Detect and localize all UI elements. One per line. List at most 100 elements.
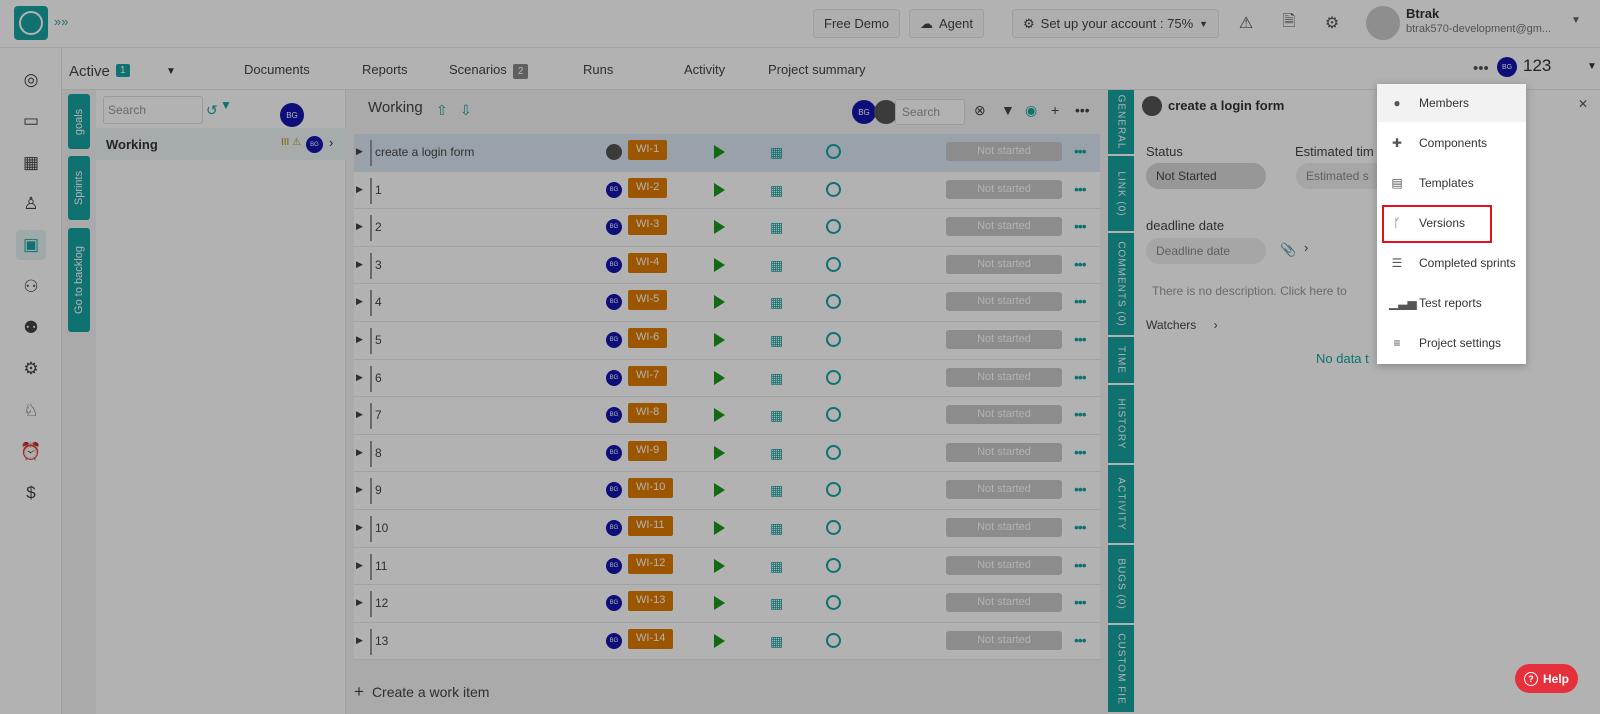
more-icon[interactable]: ••• bbox=[1074, 406, 1087, 423]
status-badge[interactable]: Not started bbox=[946, 179, 1062, 199]
work-item-key-badge[interactable]: WI-1 bbox=[628, 140, 668, 160]
table-row[interactable]: ▶ 4 BG WI-5 ▦ Not started ••• bbox=[354, 284, 1100, 322]
more-icon[interactable]: ••• bbox=[1074, 556, 1087, 573]
agent-button[interactable]: ☁ Agent bbox=[909, 9, 984, 38]
work-item-name[interactable]: 3 bbox=[375, 257, 382, 272]
assignee-avatar[interactable]: BG bbox=[606, 407, 622, 424]
clock-icon[interactable] bbox=[826, 144, 841, 159]
table-row[interactable]: ▶ 11 BG WI-12 ▦ Not started ••• bbox=[354, 547, 1100, 586]
status-badge[interactable]: Not started bbox=[946, 405, 1062, 425]
play-icon[interactable] bbox=[714, 182, 725, 197]
briefcase-icon[interactable]: ▣ bbox=[16, 230, 46, 260]
table-row[interactable]: ▶ 6 BG WI-7 ▦ Not started ••• bbox=[354, 359, 1100, 398]
settings-icon[interactable]: ⚙ bbox=[1324, 15, 1340, 32]
more-icon[interactable]: ••• bbox=[1074, 368, 1087, 385]
user-icon[interactable]: ♙ bbox=[23, 194, 39, 213]
clear-icon[interactable]: ⊗ bbox=[974, 102, 986, 118]
calendar-edit-icon[interactable]: ▦ bbox=[770, 482, 784, 499]
status-badge[interactable]: Not started bbox=[946, 517, 1062, 537]
status-badge[interactable]: Not started bbox=[946, 593, 1062, 613]
calendar-edit-icon[interactable]: ▦ bbox=[770, 331, 784, 348]
upload-icon[interactable]: ⇧ bbox=[436, 102, 448, 118]
work-item-name[interactable]: 10 bbox=[375, 520, 389, 535]
clock-icon[interactable] bbox=[826, 219, 841, 235]
chevron-right-icon[interactable]: ▶ bbox=[356, 484, 363, 495]
invoice-icon[interactable]: $ bbox=[26, 483, 36, 502]
work-item-key-badge[interactable]: WI-10 bbox=[628, 478, 674, 499]
work-item-name[interactable]: 13 bbox=[375, 633, 389, 648]
assignee-avatar[interactable]: BG bbox=[606, 294, 622, 311]
table-row[interactable]: ▶ 3 BG WI-4 ▦ Not started ••• bbox=[354, 246, 1100, 285]
play-icon[interactable] bbox=[714, 145, 725, 159]
assignee-avatar[interactable]: BG bbox=[606, 519, 622, 536]
menu-item-versions[interactable]: ᚴ Versions bbox=[1377, 204, 1526, 242]
chevron-down-icon[interactable]: ▼ bbox=[1571, 15, 1581, 26]
table-row[interactable]: ▶ 9 BG WI-10 ▦ Not started ••• bbox=[354, 472, 1100, 510]
create-work-item-button[interactable]: + Create a work item bbox=[354, 682, 489, 702]
work-item-name[interactable]: 5 bbox=[375, 332, 382, 347]
work-item-key-badge[interactable]: WI-2 bbox=[628, 177, 668, 198]
goals-tab[interactable]: goals bbox=[68, 94, 90, 149]
calendar-edit-icon[interactable]: ▦ bbox=[770, 369, 784, 386]
menu-item-test-reports[interactable]: ▁▃▅ Test reports bbox=[1377, 284, 1526, 322]
deadline-input[interactable]: Deadline date bbox=[1146, 238, 1266, 264]
more-icon[interactable]: ••• bbox=[1074, 143, 1087, 159]
table-row[interactable]: ▶ 1 BG WI-2 ▦ Not started ••• bbox=[354, 171, 1100, 210]
chevron-right-icon[interactable]: ▶ bbox=[356, 409, 363, 420]
assignee-avatar[interactable]: BG bbox=[606, 256, 622, 273]
target-icon[interactable]: ◎ bbox=[23, 70, 39, 89]
user-avatar[interactable] bbox=[1366, 6, 1400, 40]
detail-title[interactable]: create a login form bbox=[1168, 98, 1285, 113]
status-badge[interactable]: Not started bbox=[946, 555, 1062, 575]
more-icon[interactable]: ••• bbox=[1074, 293, 1087, 310]
assignee-avatar[interactable]: BG bbox=[606, 595, 622, 612]
work-item-key-badge[interactable]: WI-6 bbox=[628, 327, 668, 348]
work-item-name[interactable]: create a login form bbox=[375, 145, 475, 159]
work-item-key-badge[interactable]: WI-3 bbox=[628, 215, 668, 236]
table-row[interactable]: ▶ 5 BG WI-6 ▦ Not started ••• bbox=[354, 321, 1100, 360]
chevron-down-icon[interactable]: ▼ bbox=[166, 66, 176, 77]
assignee-avatar[interactable]: BG bbox=[606, 444, 622, 461]
work-item-name[interactable]: 9 bbox=[375, 483, 382, 498]
play-icon[interactable] bbox=[714, 408, 725, 423]
play-icon[interactable] bbox=[714, 520, 725, 535]
chevron-right-icon[interactable]: ▶ bbox=[356, 634, 363, 645]
sprint-search-input[interactable]: Search bbox=[103, 96, 203, 124]
work-item-name[interactable]: 2 bbox=[375, 220, 382, 235]
chevron-right-icon[interactable]: › bbox=[329, 135, 334, 150]
calendar-icon[interactable]: ▦ bbox=[22, 153, 40, 172]
free-demo-button[interactable]: Free Demo bbox=[813, 9, 901, 38]
table-row[interactable]: ▶ 13 BG WI-14 ▦ Not started ••• bbox=[354, 622, 1100, 661]
download-icon[interactable]: ⇩ bbox=[460, 102, 472, 118]
calendar-edit-icon[interactable]: ▦ bbox=[770, 181, 784, 198]
person-icon[interactable]: ♘ bbox=[23, 401, 39, 420]
play-icon[interactable] bbox=[714, 295, 725, 310]
work-item-name[interactable]: 6 bbox=[375, 370, 382, 385]
users-icon[interactable]: ⚇ bbox=[23, 277, 39, 296]
calendar-edit-icon[interactable]: ▦ bbox=[770, 444, 784, 461]
menu-item-project-settings[interactable]: ≡ Project settings bbox=[1377, 324, 1526, 362]
tab-history[interactable]: HISTORY bbox=[1108, 385, 1134, 465]
clock-icon[interactable] bbox=[826, 331, 841, 347]
attachment-icon[interactable]: 📎 bbox=[1280, 242, 1297, 257]
status-badge[interactable]: Not started bbox=[946, 367, 1062, 387]
sprint-item-working[interactable]: Working III ⚠ BG › bbox=[96, 128, 346, 160]
assignee-avatar[interactable]: BG bbox=[606, 632, 622, 649]
filter-icon[interactable]: ▼ bbox=[1001, 102, 1015, 118]
status-badge[interactable]: Not started bbox=[946, 442, 1062, 462]
tab-activity[interactable]: Activity bbox=[684, 62, 726, 77]
tab-bugs[interactable]: BUGS (0) bbox=[1108, 545, 1134, 625]
tab-documents[interactable]: Documents bbox=[244, 62, 310, 77]
calendar-edit-icon[interactable]: ▦ bbox=[770, 595, 784, 612]
calendar-edit-icon[interactable]: ▦ bbox=[770, 407, 784, 424]
status-badge[interactable]: Not started bbox=[946, 217, 1062, 237]
warning-icon[interactable]: ⚠ bbox=[1238, 15, 1254, 32]
backlog-tab[interactable]: Go to backlog bbox=[68, 228, 90, 332]
clock-icon[interactable] bbox=[826, 294, 841, 310]
work-item-name[interactable]: 7 bbox=[375, 408, 382, 423]
work-item-key-badge[interactable]: WI-8 bbox=[628, 403, 668, 424]
document-icon[interactable]: 🗎 bbox=[1282, 12, 1296, 30]
calendar-edit-icon[interactable]: ▦ bbox=[770, 519, 784, 536]
tab-link[interactable]: LINK (0) bbox=[1108, 156, 1134, 233]
chevron-right-icon[interactable]: › bbox=[1304, 240, 1309, 255]
